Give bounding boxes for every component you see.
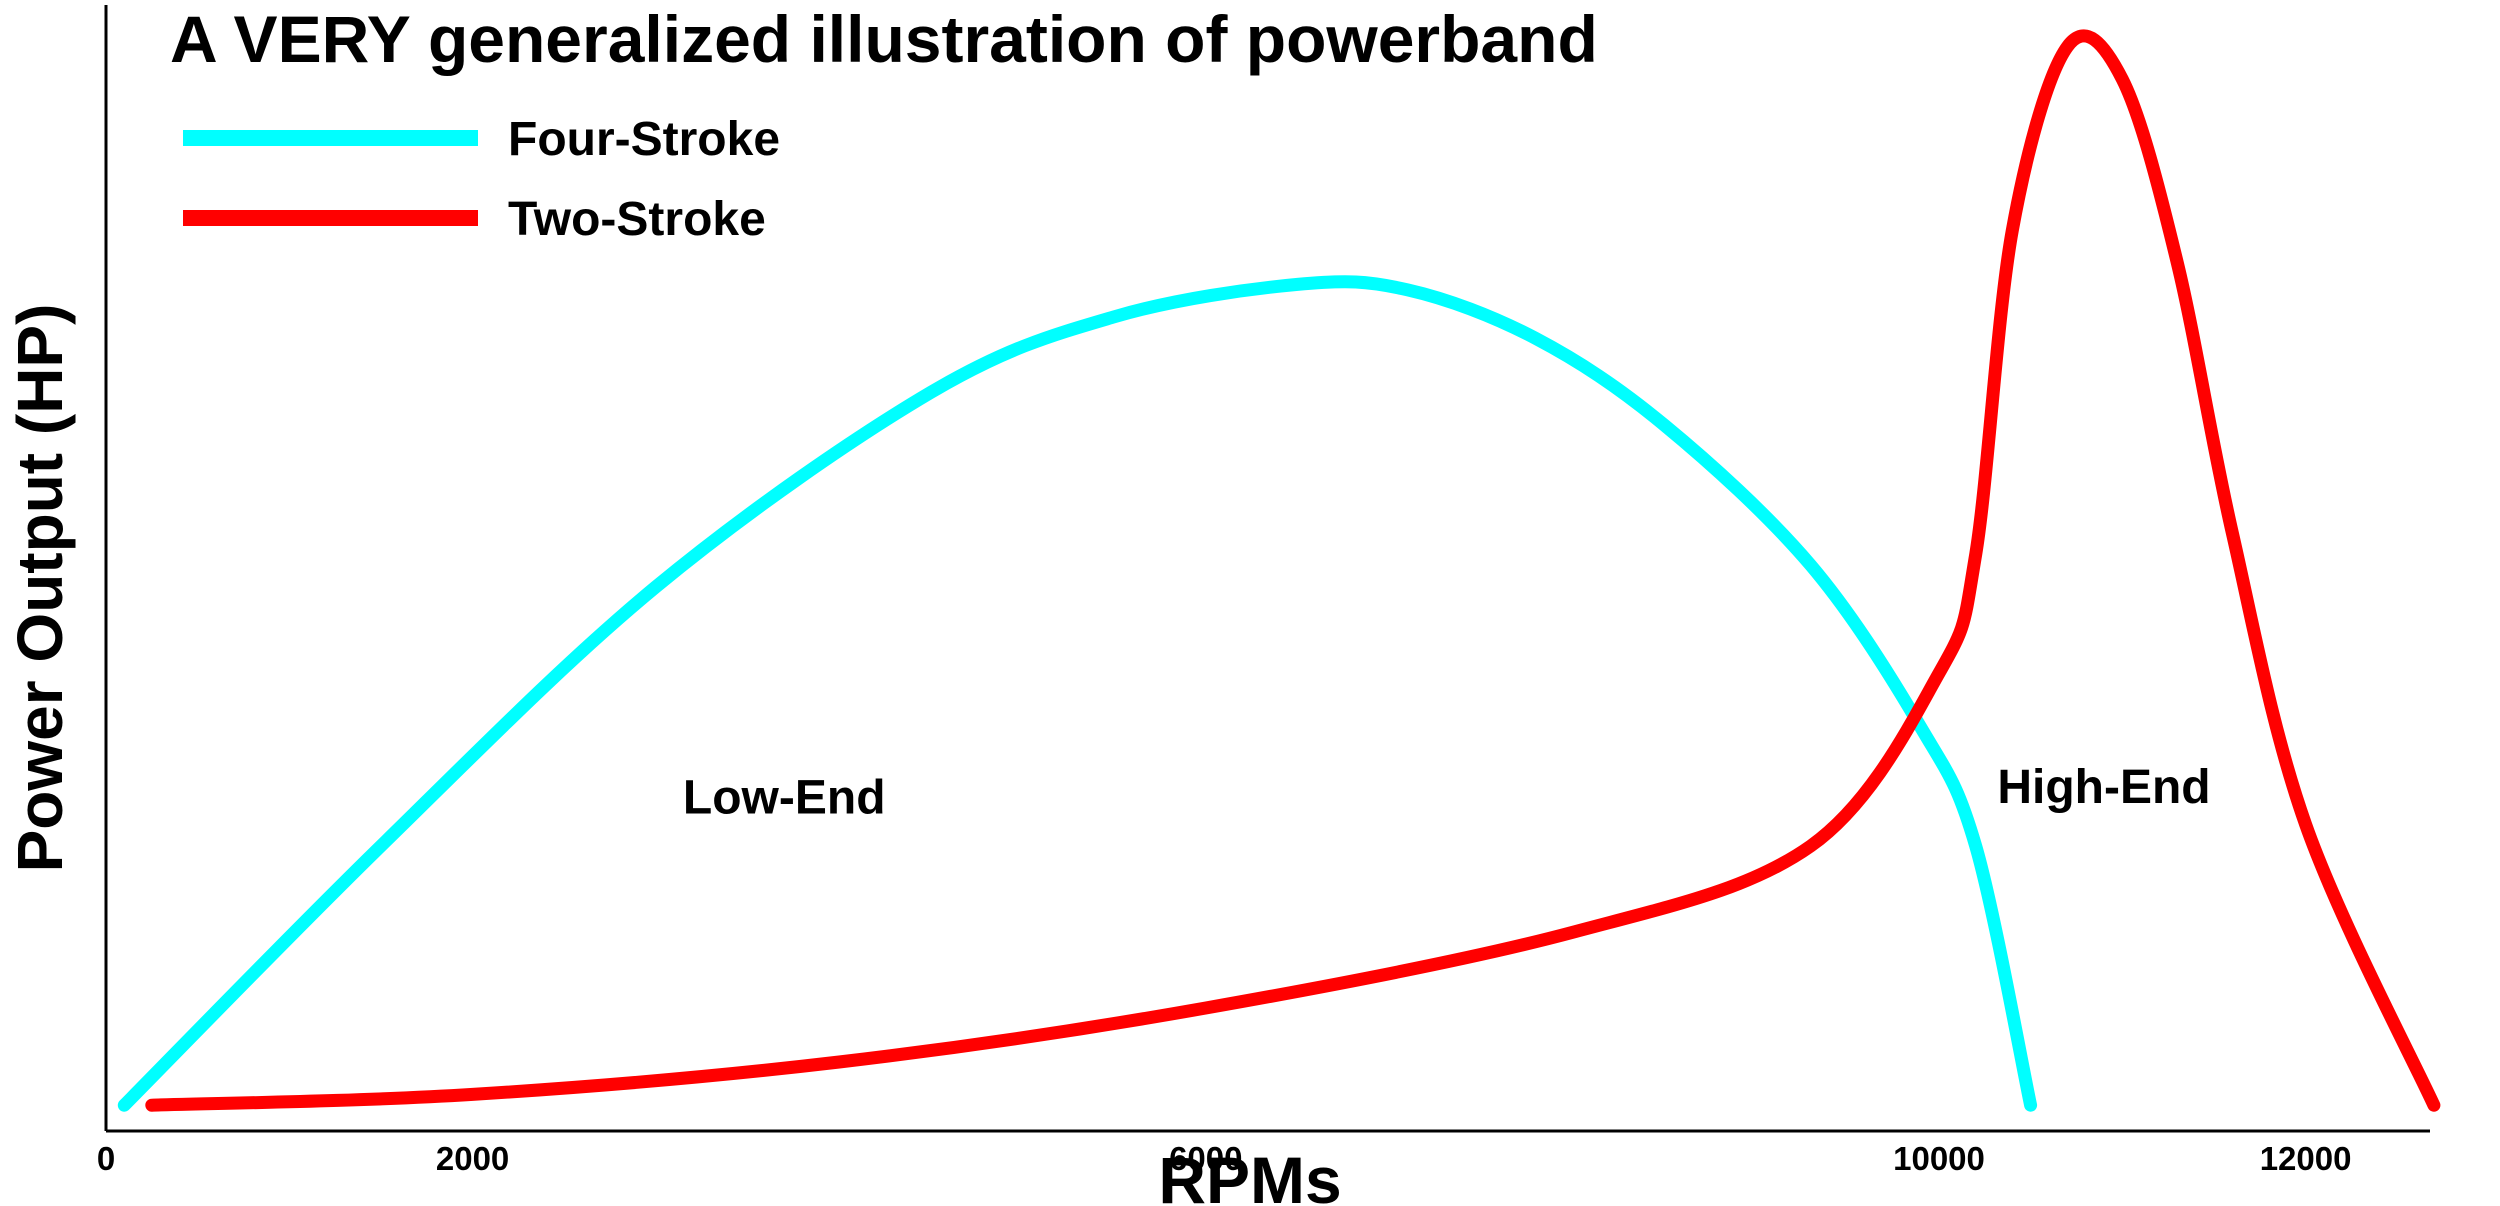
x-tick-label: 10000	[1893, 1140, 1985, 1177]
plot-area	[117, 29, 2441, 1112]
y-axis-label: Power Output (HP)	[4, 304, 76, 873]
annotation-low-end: Low-End	[683, 772, 886, 825]
x-axis-ticks: 0 2000 6000 10000 12000	[97, 1140, 2352, 1177]
x-tick-label: 2000	[436, 1140, 509, 1177]
annotations: Low-End High-End	[683, 761, 2211, 825]
x-tick-label: 0	[97, 1140, 115, 1177]
series-line-two-stroke	[145, 29, 2441, 1112]
annotation-high-end: High-End	[1997, 761, 2210, 814]
chart-title: A VERY generalized illustration of power…	[170, 2, 1598, 76]
legend-label-two-stroke: Two-Stroke	[508, 193, 766, 246]
series-line-four-stroke	[117, 275, 2038, 1112]
x-axis-label: RPMs	[1158, 1143, 1341, 1206]
x-tick-label: 12000	[2260, 1140, 2352, 1177]
legend: Four-Stroke Two-Stroke	[183, 113, 780, 246]
x-tick-label: 6000	[1169, 1140, 1242, 1177]
legend-label-four-stroke: Four-Stroke	[508, 113, 780, 166]
